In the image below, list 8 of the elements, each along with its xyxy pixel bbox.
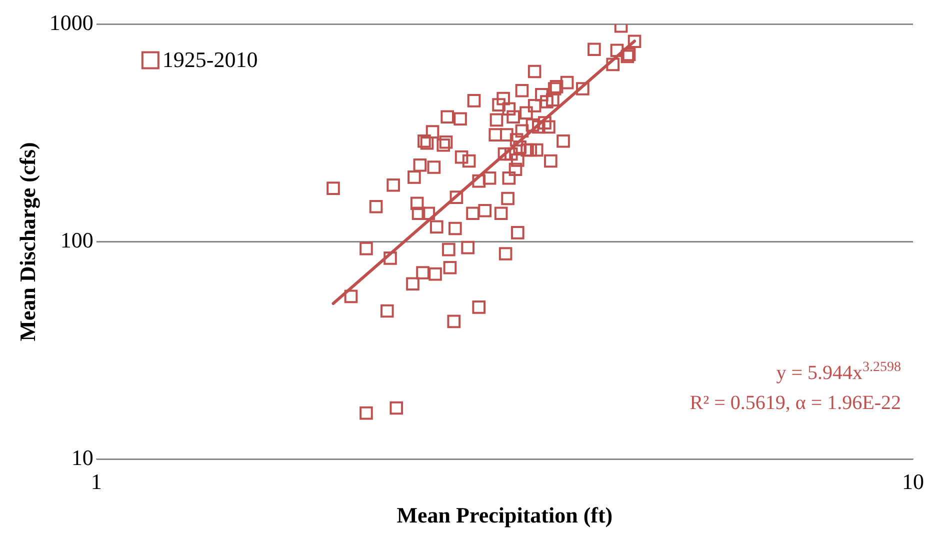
y-tick-label: 1000 (49, 10, 94, 35)
legend-label: 1925-2010 (162, 46, 258, 72)
x-axis-title: Mean Precipitation (ft) (396, 502, 613, 528)
x-tick-label: 1 (90, 469, 102, 494)
y-tick-label: 100 (60, 227, 94, 252)
y-axis-title: Mean Discharge (cfs) (14, 142, 40, 342)
y-tick-label: 10 (71, 444, 94, 470)
annotation: R² = 0.5619, α = 1.96E-22 (690, 392, 901, 414)
